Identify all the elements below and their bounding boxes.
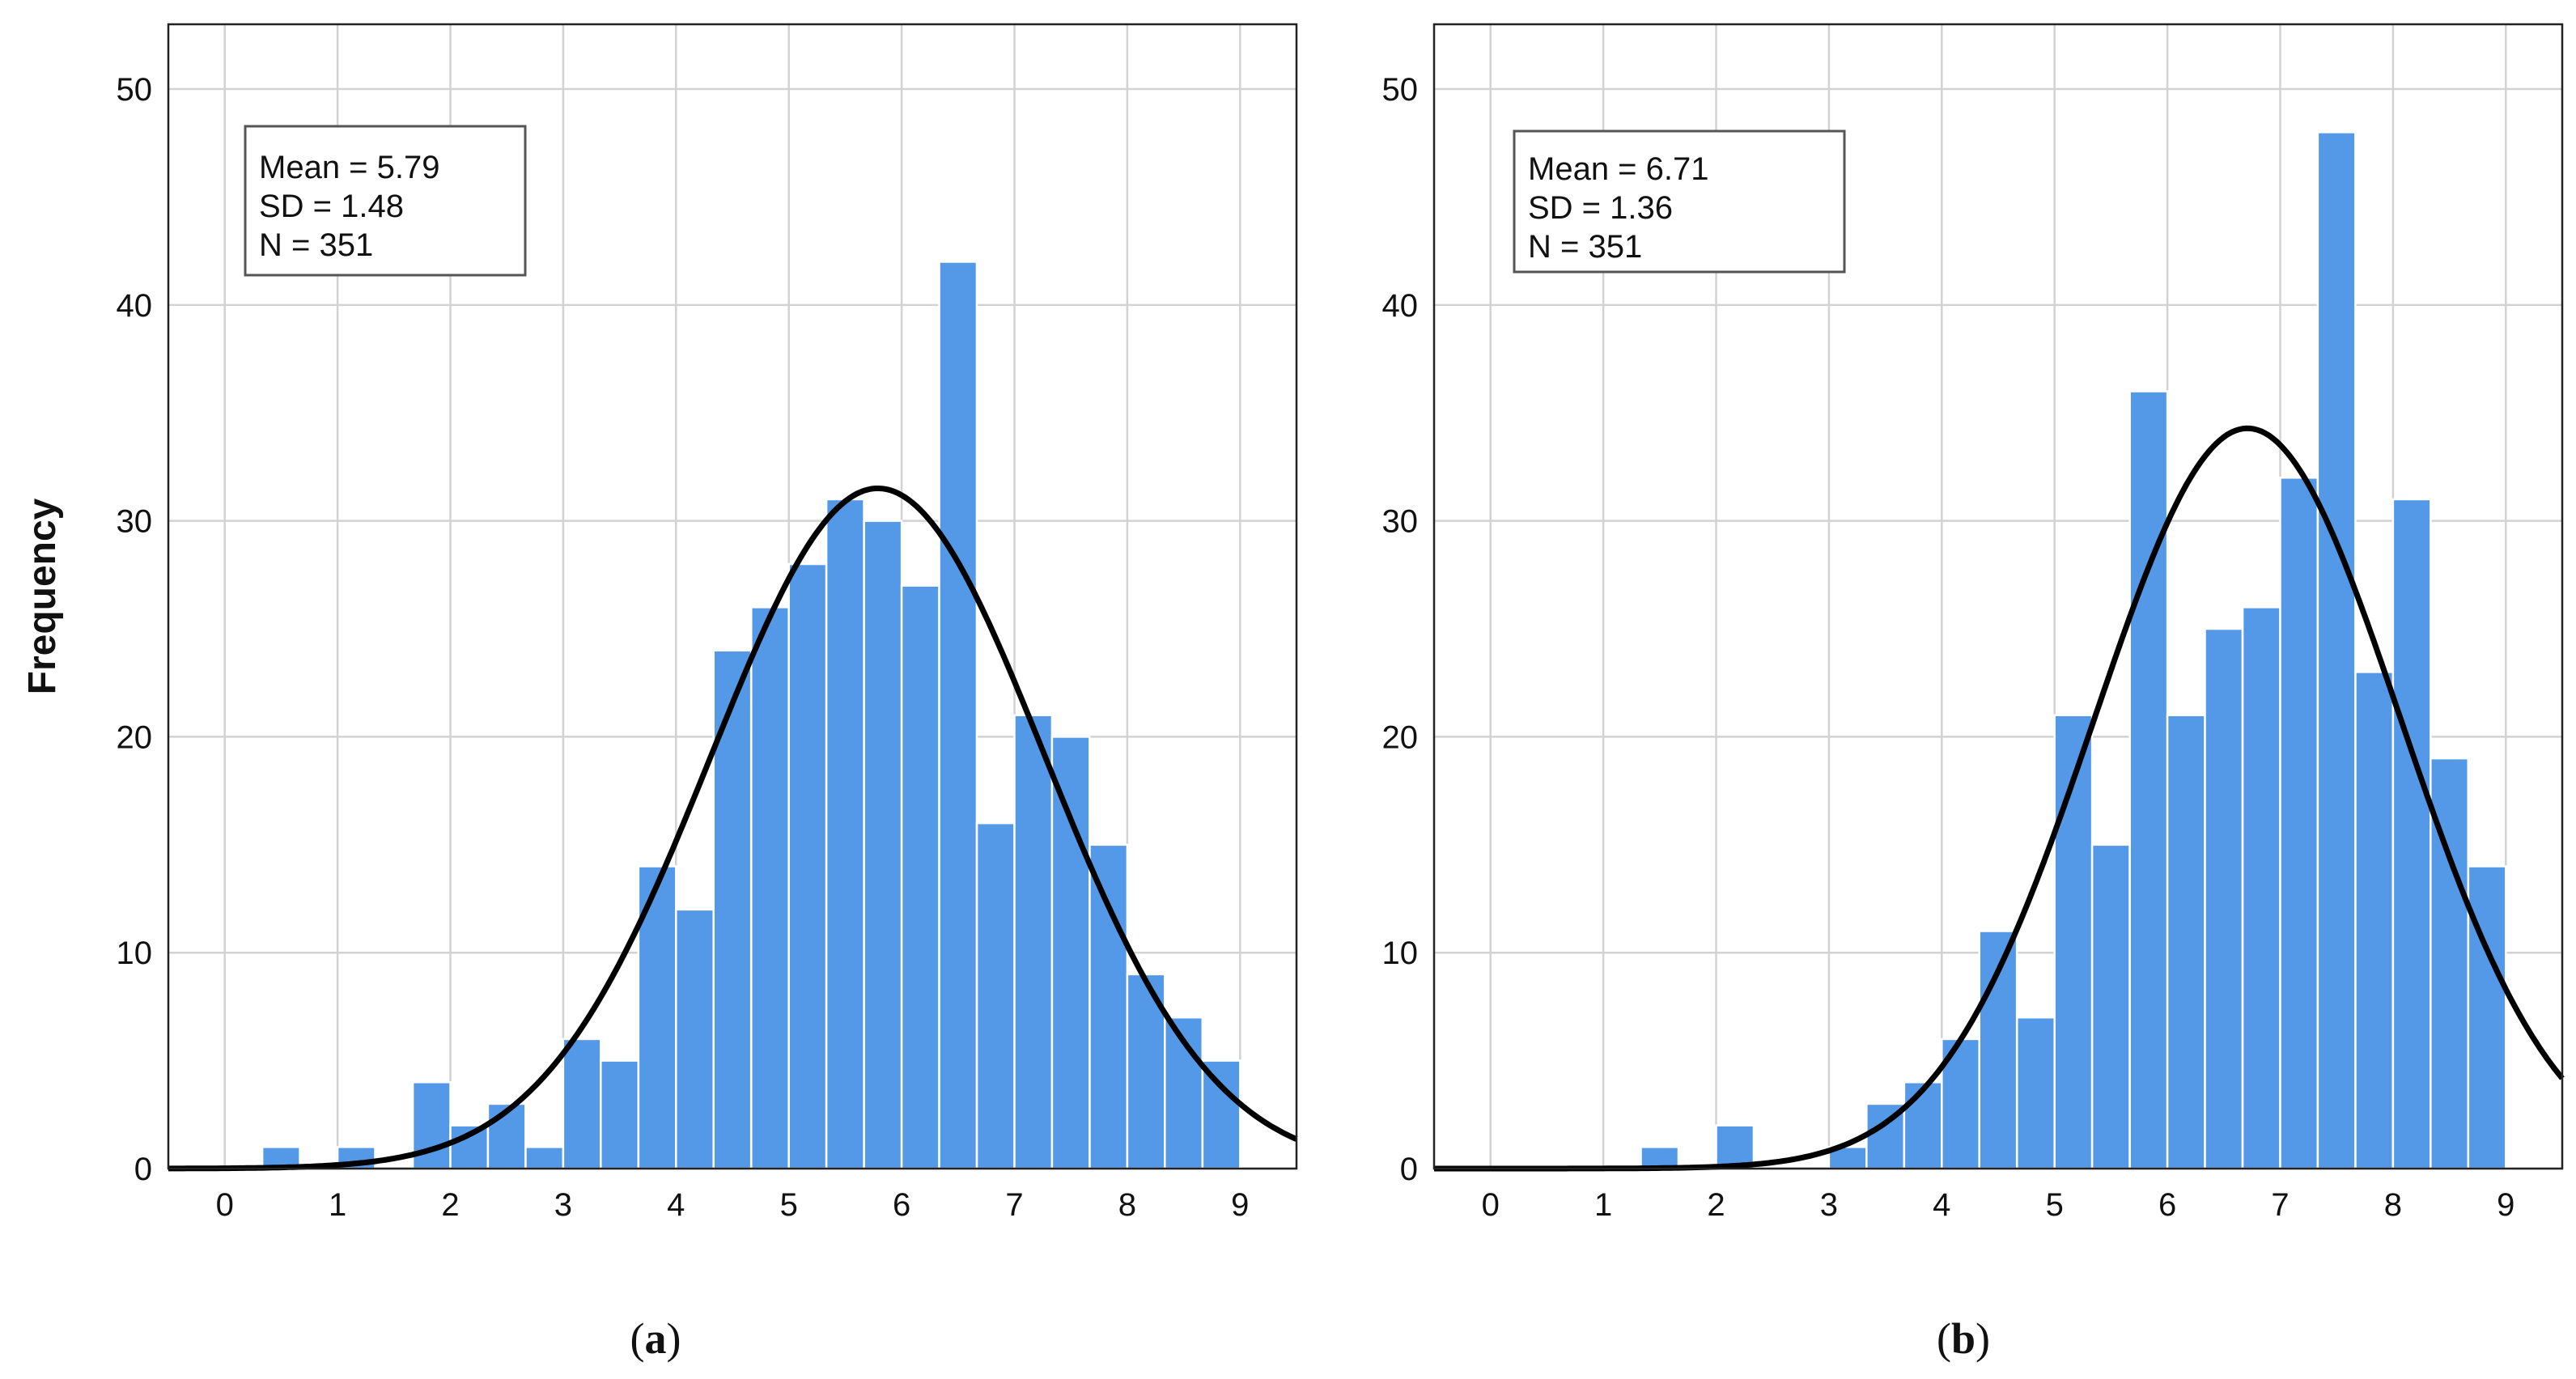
x-tick-labels: 0 1 2 3 4 5 6 7 8 9 <box>216 1187 1250 1223</box>
x-tick-label: 0 <box>1482 1187 1500 1223</box>
caption-open-paren: ( <box>1937 1314 1951 1363</box>
x-tick-label: 0 <box>216 1187 234 1223</box>
histogram-bar <box>2316 131 2357 1170</box>
histogram-bar <box>750 606 790 1170</box>
stats-n: N = 351 <box>259 227 373 263</box>
histogram-panel-a: 0 10 20 30 40 50 0 1 2 3 4 5 6 7 8 9 Mean = 5.79 SD = … <box>21 23 1298 1363</box>
histogram-bar <box>2090 843 2131 1170</box>
y-tick-label: 20 <box>117 719 153 755</box>
histogram-bar <box>975 821 1016 1170</box>
histogram-bar <box>2241 606 2281 1170</box>
y-tick-label: 0 <box>134 1152 152 1187</box>
stats-sd: SD = 1.36 <box>1528 190 1673 226</box>
caption-close-paren: ) <box>1975 1314 1990 1363</box>
x-tick-label: 9 <box>1231 1187 1249 1223</box>
y-tick-label: 50 <box>1382 72 1419 108</box>
x-tick-label: 6 <box>2158 1187 2176 1223</box>
y-tick-labels: 0 10 20 30 40 50 <box>1382 72 1419 1187</box>
x-tick-label: 9 <box>2497 1187 2514 1223</box>
caption-letter: a <box>645 1314 667 1363</box>
caption-letter: b <box>1951 1314 1975 1363</box>
y-tick-label: 40 <box>117 288 153 324</box>
histogram-bar <box>524 1146 565 1170</box>
y-tick-label: 30 <box>1382 504 1419 540</box>
histogram-bar <box>2354 671 2395 1170</box>
x-tick-label: 6 <box>893 1187 910 1223</box>
y-tick-labels: 0 10 20 30 40 50 <box>117 72 153 1187</box>
histogram-bar <box>2166 714 2206 1170</box>
x-tick-label: 2 <box>441 1187 459 1223</box>
histogram-bar <box>1013 714 1054 1170</box>
stats-mean: Mean = 5.79 <box>259 150 440 185</box>
x-tick-labels: 0 1 2 3 4 5 6 7 8 9 <box>1482 1187 2515 1223</box>
histogram-bar <box>2128 390 2169 1170</box>
histogram-panel-b: 0 10 20 30 40 50 0 1 2 3 4 5 6 7 8 9 Mean = 6.71 SD = … <box>1382 23 2565 1363</box>
histogram-bar <box>900 584 940 1170</box>
histogram-bar <box>1903 1081 1943 1170</box>
stats-box: Mean = 6.71 SD = 1.36 N = 351 <box>1513 129 1846 274</box>
y-tick-label: 10 <box>117 936 153 971</box>
normal-curve <box>168 486 1298 1172</box>
histogram-bar <box>1050 736 1091 1170</box>
histogram-bar <box>863 520 903 1170</box>
histogram-bar <box>712 649 753 1170</box>
plot-frame <box>167 23 1298 1170</box>
histogram-bar <box>1089 843 1129 1170</box>
x-tick-label: 8 <box>1118 1187 1136 1223</box>
histogram-bar <box>2391 498 2432 1170</box>
caption-open-paren: ( <box>630 1314 645 1363</box>
stats-mean: Mean = 6.71 <box>1528 151 1709 187</box>
histogram-bar <box>787 562 828 1170</box>
x-tick-label: 1 <box>329 1187 346 1223</box>
caption-close-paren: ) <box>667 1314 681 1363</box>
histogram-bar <box>2204 627 2244 1170</box>
y-tick-label: 40 <box>1382 288 1419 324</box>
x-tick-label: 3 <box>1820 1187 1838 1223</box>
y-tick-label: 30 <box>117 504 153 540</box>
histogram-bar <box>938 261 978 1170</box>
y-tick-label: 50 <box>117 72 153 108</box>
histogram-bar <box>825 498 865 1170</box>
x-tick-label: 8 <box>2384 1187 2402 1223</box>
x-tick-label: 5 <box>780 1187 798 1223</box>
panel-caption-a: (a) <box>630 1314 681 1363</box>
histogram-bar <box>675 908 715 1170</box>
x-tick-label: 3 <box>554 1187 572 1223</box>
stats-box: Mean = 5.79 SD = 1.48 N = 351 <box>244 125 527 277</box>
histogram-bar <box>1715 1124 1755 1170</box>
stats-sd: SD = 1.48 <box>259 189 404 224</box>
x-tick-label: 1 <box>1594 1187 1612 1223</box>
histogram-bar <box>1201 1059 1241 1170</box>
stats-box-frame <box>244 125 527 277</box>
x-tick-label: 5 <box>2046 1187 2064 1223</box>
histogram-bar <box>2279 477 2319 1170</box>
histogram-bar <box>2016 1016 2056 1170</box>
y-tick-label: 20 <box>1382 719 1419 755</box>
x-tick-label: 4 <box>667 1187 685 1223</box>
stats-n: N = 351 <box>1528 229 1642 265</box>
x-tick-label: 7 <box>2271 1187 2289 1223</box>
y-tick-label: 10 <box>1382 936 1419 971</box>
plot-frame <box>1432 23 2564 1170</box>
histogram-bar <box>600 1059 639 1170</box>
bars <box>1640 131 2507 1170</box>
y-tick-label: 0 <box>1400 1152 1418 1187</box>
stats-box-frame <box>1513 129 1846 274</box>
x-tick-label: 2 <box>1707 1187 1725 1223</box>
histogram-bar <box>2467 865 2507 1170</box>
histogram-bar <box>562 1037 602 1170</box>
y-axis-label: Frequency <box>21 498 64 694</box>
x-tick-label: 7 <box>1005 1187 1023 1223</box>
x-tick-label: 4 <box>1933 1187 1950 1223</box>
bars <box>261 261 1241 1170</box>
panel-caption-b: (b) <box>1937 1314 1990 1363</box>
